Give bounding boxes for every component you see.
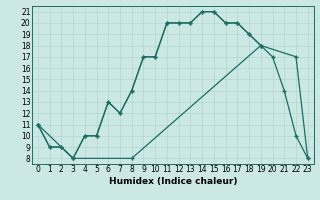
X-axis label: Humidex (Indice chaleur): Humidex (Indice chaleur) bbox=[108, 177, 237, 186]
